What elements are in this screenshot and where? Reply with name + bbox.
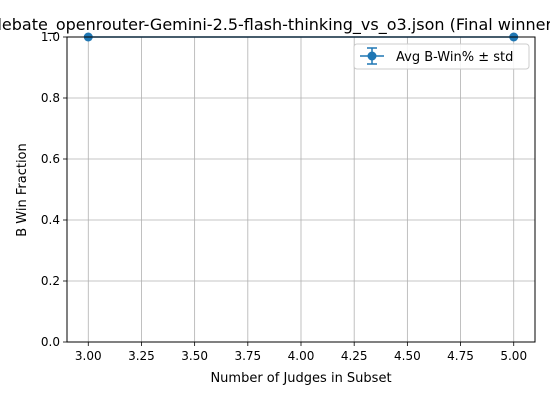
x-tick-label: 4.75 xyxy=(447,349,474,363)
chart-title: debate_openrouter-Gemini-2.5-flash-think… xyxy=(0,15,550,35)
legend: Avg B-Win% ± std xyxy=(354,44,529,69)
y-tick-label: 0.0 xyxy=(41,335,60,349)
y-tick-label: 0.4 xyxy=(41,213,60,227)
x-tick-label: 3.50 xyxy=(181,349,208,363)
x-tick-label: 3.00 xyxy=(75,349,102,363)
x-tick-label: 3.75 xyxy=(234,349,261,363)
y-tick-label: 0.8 xyxy=(41,91,60,105)
x-tick-label: 3.25 xyxy=(128,349,155,363)
x-tick-label: 4.00 xyxy=(288,349,315,363)
x-tick-label: 4.50 xyxy=(394,349,421,363)
legend-marker xyxy=(368,52,377,61)
legend-label: Avg B-Win% ± std xyxy=(396,50,513,65)
y-tick-label: 0.2 xyxy=(41,274,60,288)
y-axis-label: B Win Fraction xyxy=(15,143,30,237)
x-tick-label: 4.25 xyxy=(341,349,368,363)
y-tick-label: 0.6 xyxy=(41,152,60,166)
x-tick-label: 5.00 xyxy=(500,349,527,363)
x-axis-label: Number of Judges in Subset xyxy=(210,371,391,386)
y-tick-label: 1.0 xyxy=(41,30,60,44)
